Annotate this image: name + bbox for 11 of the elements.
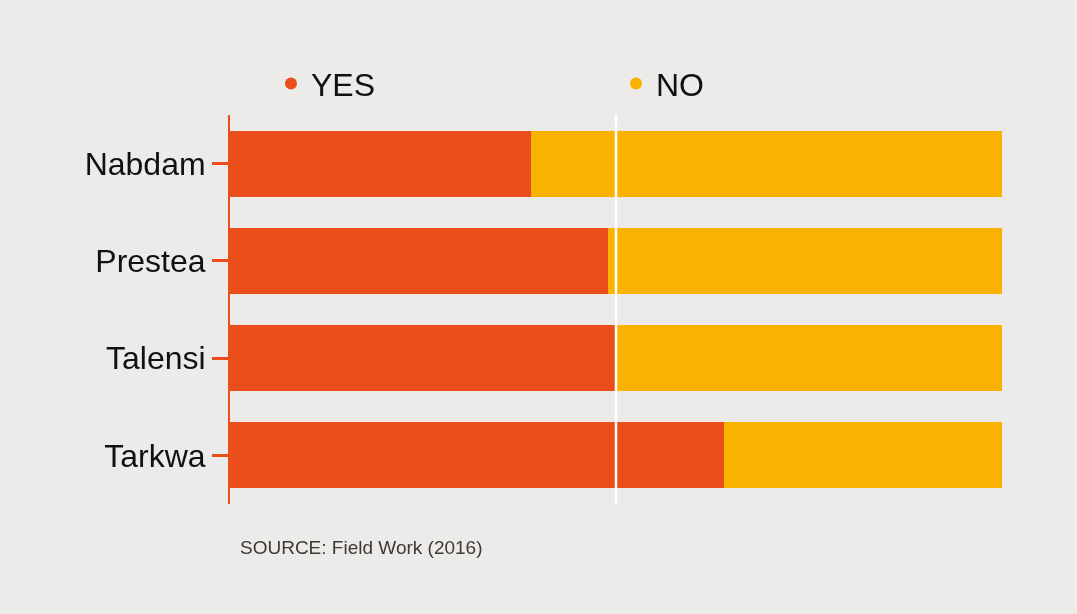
y-tick-label: Tarkwa bbox=[104, 437, 206, 474]
y-tick-label: Talensi bbox=[105, 340, 206, 377]
bar bbox=[608, 227, 1002, 294]
source-note: SOURCE: Field Work (2016) bbox=[240, 537, 483, 558]
bar bbox=[724, 422, 1002, 489]
legend-label: NO bbox=[656, 66, 704, 103]
legend-label: YES bbox=[311, 66, 376, 103]
y-tick-label: Prestea bbox=[95, 243, 206, 280]
bar bbox=[616, 325, 1002, 392]
bar bbox=[531, 130, 1002, 197]
y-tick-label: Nabdam bbox=[84, 145, 206, 182]
